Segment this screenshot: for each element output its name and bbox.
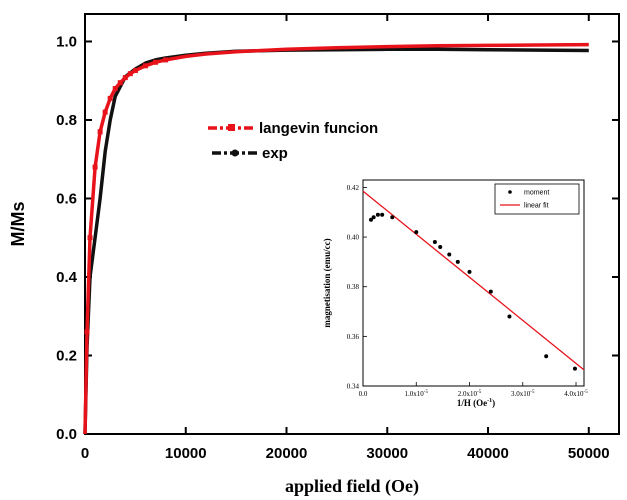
moment-point bbox=[572, 366, 577, 371]
moment-point bbox=[467, 269, 472, 274]
legend-label-exp: exp bbox=[262, 145, 288, 162]
main-x-tick-label: 40000 bbox=[467, 445, 509, 462]
legend-label-langevin: langevin funcion bbox=[259, 120, 378, 137]
inset-x-tick-label: 4.0x10-5 bbox=[564, 390, 588, 398]
legend-marker-langevin bbox=[228, 124, 235, 131]
moment-point bbox=[438, 245, 443, 250]
moment-point bbox=[488, 289, 493, 294]
langevin-point bbox=[127, 71, 133, 77]
inset-y-tick-label: 0.34 bbox=[347, 383, 360, 391]
langevin-point bbox=[153, 59, 159, 65]
main-x-tick-label: 10000 bbox=[165, 445, 207, 462]
moment-point bbox=[375, 212, 380, 217]
inset-y-tick-label: 0.36 bbox=[347, 333, 360, 341]
main-y-tick-label: 0.6 bbox=[56, 190, 77, 207]
main-y-tick-label: 0.2 bbox=[56, 347, 77, 364]
main-x-tick-label: 50000 bbox=[568, 445, 610, 462]
inset-y-axis-label: magnetisation (emu/cc) bbox=[322, 238, 332, 327]
langevin-point bbox=[142, 63, 148, 69]
inset-x-tick-label: 0.0 bbox=[359, 390, 368, 398]
main-x-tick-label: 30000 bbox=[366, 445, 408, 462]
main-y-tick-label: 1.0 bbox=[56, 33, 77, 50]
langevin-point bbox=[92, 164, 98, 170]
langevin-point bbox=[97, 129, 103, 135]
moment-point bbox=[507, 314, 512, 319]
main-y-tick-label: 0.4 bbox=[56, 269, 78, 286]
moment-point bbox=[414, 230, 419, 235]
langevin-point bbox=[132, 68, 138, 74]
moment-point bbox=[447, 252, 452, 257]
main-y-tick-label: 0.8 bbox=[56, 112, 77, 129]
inset-y-tick-label: 0.42 bbox=[347, 184, 360, 192]
inset-legend-box bbox=[494, 183, 580, 215]
legend-marker-exp bbox=[231, 149, 239, 157]
inset-x-tick-label: 2.0x10-5 bbox=[458, 390, 482, 398]
main-x-tick-label: 0 bbox=[81, 445, 89, 462]
langevin-point bbox=[102, 109, 108, 115]
langevin-point bbox=[122, 75, 128, 81]
moment-point bbox=[368, 217, 373, 222]
inset-plot-frame bbox=[362, 179, 585, 387]
linear-fit-line bbox=[362, 190, 585, 371]
inset-legend-marker-moment bbox=[508, 190, 512, 194]
inset-x-tick-label: 3.0x10-5 bbox=[511, 390, 535, 398]
main-x-axis-label: applied field (Oe) bbox=[285, 476, 419, 497]
moment-point bbox=[544, 354, 549, 359]
inset-legend: moment linear fit bbox=[494, 183, 580, 215]
main-y-axis-label: M/Ms bbox=[8, 202, 28, 247]
main-chart: 0 10000 20000 30000 40000 50000 0.0 0.2 0.4 0.6 0.… bbox=[8, 13, 620, 497]
inset-legend-label-fit: linear fit bbox=[524, 203, 549, 210]
moment-point bbox=[380, 212, 385, 217]
inset-x-tick-label: 1.0x10-5 bbox=[405, 390, 429, 398]
main-ticks: 0 10000 20000 30000 40000 50000 0.0 0.2 0.4 0.6 0.… bbox=[56, 14, 619, 462]
main-plot-frame bbox=[84, 13, 620, 435]
inset-legend-label-moment: moment bbox=[524, 190, 549, 197]
langevin-point bbox=[117, 80, 123, 86]
langevin-point bbox=[87, 235, 93, 241]
moment-point bbox=[371, 215, 376, 220]
langevin-point bbox=[84, 329, 90, 335]
main-series bbox=[83, 42, 589, 435]
inset-series bbox=[362, 190, 585, 371]
main-x-tick-label: 20000 bbox=[266, 445, 308, 462]
langevin-point bbox=[107, 95, 113, 101]
inset-chart: 0.0 1.0x10-5 2.0x10-5 3.0x10-5 4.0x10-5 0.34 0… bbox=[315, 170, 610, 410]
moment-point bbox=[455, 259, 460, 264]
inset-y-tick-label: 0.40 bbox=[347, 234, 360, 242]
inset-y-tick-label: 0.38 bbox=[347, 283, 360, 291]
main-legend: langevin funcion exp bbox=[208, 120, 378, 162]
langevin-point bbox=[163, 57, 169, 63]
main-y-tick-label: 0.0 bbox=[56, 426, 77, 443]
inset-x-axis-label: 1/H (Oe-1) bbox=[457, 398, 495, 408]
moment-point bbox=[390, 215, 395, 220]
moment-point bbox=[432, 240, 437, 245]
langevin-point bbox=[112, 86, 118, 92]
inset-ticks: 0.0 1.0x10-5 2.0x10-5 3.0x10-5 4.0x10-5 0.34 0… bbox=[347, 184, 588, 398]
